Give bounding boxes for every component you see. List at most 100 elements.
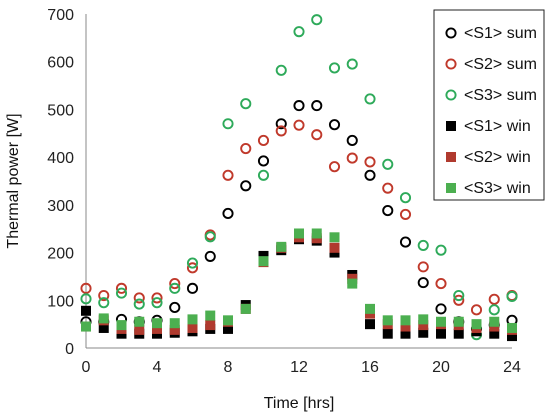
- legend-marker: [445, 58, 457, 70]
- data-point: [382, 315, 393, 326]
- data-point: [205, 310, 216, 321]
- data-point: [187, 314, 198, 325]
- y-tick-label: 700: [47, 7, 74, 24]
- data-point: [134, 316, 145, 327]
- tick-labels: 0 4 8 12 16 20 24 0 100 200 300 400 500 600 700: [47, 7, 521, 376]
- data-point: [471, 319, 482, 330]
- data-point: [382, 328, 393, 339]
- data-point: [223, 323, 233, 334]
- data-point: [152, 323, 162, 334]
- y-tick-label: 600: [47, 55, 74, 72]
- data-point: [115, 287, 128, 299]
- data-point: [417, 261, 429, 273]
- y-tick-label: 200: [47, 246, 74, 263]
- data-points: [80, 14, 518, 342]
- data-point: [276, 241, 287, 252]
- data-point: [257, 169, 270, 181]
- data-point: [364, 156, 376, 168]
- data-point: [365, 303, 375, 314]
- legend-marker: [445, 27, 457, 39]
- data-point: [399, 192, 412, 204]
- data-point: [329, 232, 340, 243]
- data-point: [382, 182, 394, 194]
- data-point: [293, 119, 305, 131]
- legend-box: [433, 9, 545, 201]
- y-tick-label: 100: [47, 293, 74, 310]
- data-point: [400, 321, 411, 332]
- data-point: [417, 239, 429, 251]
- data-point: [169, 301, 181, 313]
- data-point: [257, 134, 270, 146]
- legend-marker: [446, 152, 456, 162]
- data-point: [258, 250, 269, 261]
- data-point: [488, 304, 500, 316]
- legend-label: <S2> sum: [464, 56, 537, 73]
- data-point: [115, 282, 128, 294]
- data-point: [98, 322, 109, 333]
- y-axis-label: Thermal power [W]: [5, 113, 22, 248]
- data-point: [294, 228, 304, 239]
- data-point: [257, 155, 270, 167]
- data-point: [134, 324, 145, 335]
- data-point: [98, 297, 110, 309]
- data-point: [329, 242, 340, 253]
- data-point: [293, 100, 305, 112]
- data-point: [435, 278, 447, 290]
- data-point: [80, 282, 92, 294]
- data-point: [169, 318, 180, 329]
- x-tick-label: 16: [361, 359, 379, 376]
- data-point: [240, 180, 252, 192]
- data-point: [417, 277, 429, 289]
- legend-label: <S2> win: [464, 149, 531, 166]
- x-tick-label: 24: [503, 359, 521, 376]
- data-point: [418, 314, 429, 325]
- legend-label: <S3> win: [464, 180, 531, 197]
- data-point: [489, 316, 500, 327]
- data-point: [418, 327, 429, 338]
- y-tick-label: 300: [47, 198, 74, 215]
- data-point: [222, 169, 234, 181]
- data-point: [346, 134, 358, 146]
- data-point: [311, 14, 323, 26]
- data-point: [81, 321, 91, 332]
- series-5: [81, 232, 517, 335]
- data-point: [258, 256, 269, 267]
- data-point: [506, 290, 518, 303]
- y-tick-label: 400: [47, 150, 74, 167]
- data-point: [435, 303, 447, 315]
- series-4: [81, 234, 517, 342]
- data-point: [346, 152, 358, 164]
- y-tick-label: 0: [65, 341, 74, 358]
- data-point: [240, 98, 252, 110]
- data-point: [293, 26, 305, 38]
- data-point: [436, 316, 446, 327]
- data-point: [328, 62, 341, 74]
- series-3: [80, 14, 518, 341]
- data-point: [186, 257, 199, 269]
- data-point: [346, 58, 358, 70]
- data-point: [507, 331, 517, 342]
- data-point: [223, 315, 233, 326]
- x-tick-label: 12: [290, 359, 308, 376]
- data-point: [151, 297, 163, 309]
- x-axis-label: Time [hrs]: [264, 395, 335, 412]
- data-point: [169, 324, 180, 335]
- data-point: [418, 320, 429, 331]
- data-point: [400, 315, 411, 326]
- data-point: [311, 228, 322, 239]
- data-point: [364, 169, 376, 181]
- data-point: [204, 231, 216, 243]
- data-point: [205, 320, 216, 331]
- data-point: [240, 303, 251, 314]
- data-point: [436, 328, 446, 339]
- data-point: [399, 236, 412, 248]
- data-point: [186, 262, 199, 274]
- legend-label: <S1> sum: [464, 25, 537, 42]
- legend-marker: [446, 121, 456, 131]
- data-point: [382, 158, 394, 170]
- data-point: [98, 289, 110, 302]
- data-point: [453, 316, 464, 327]
- data-point: [240, 143, 252, 155]
